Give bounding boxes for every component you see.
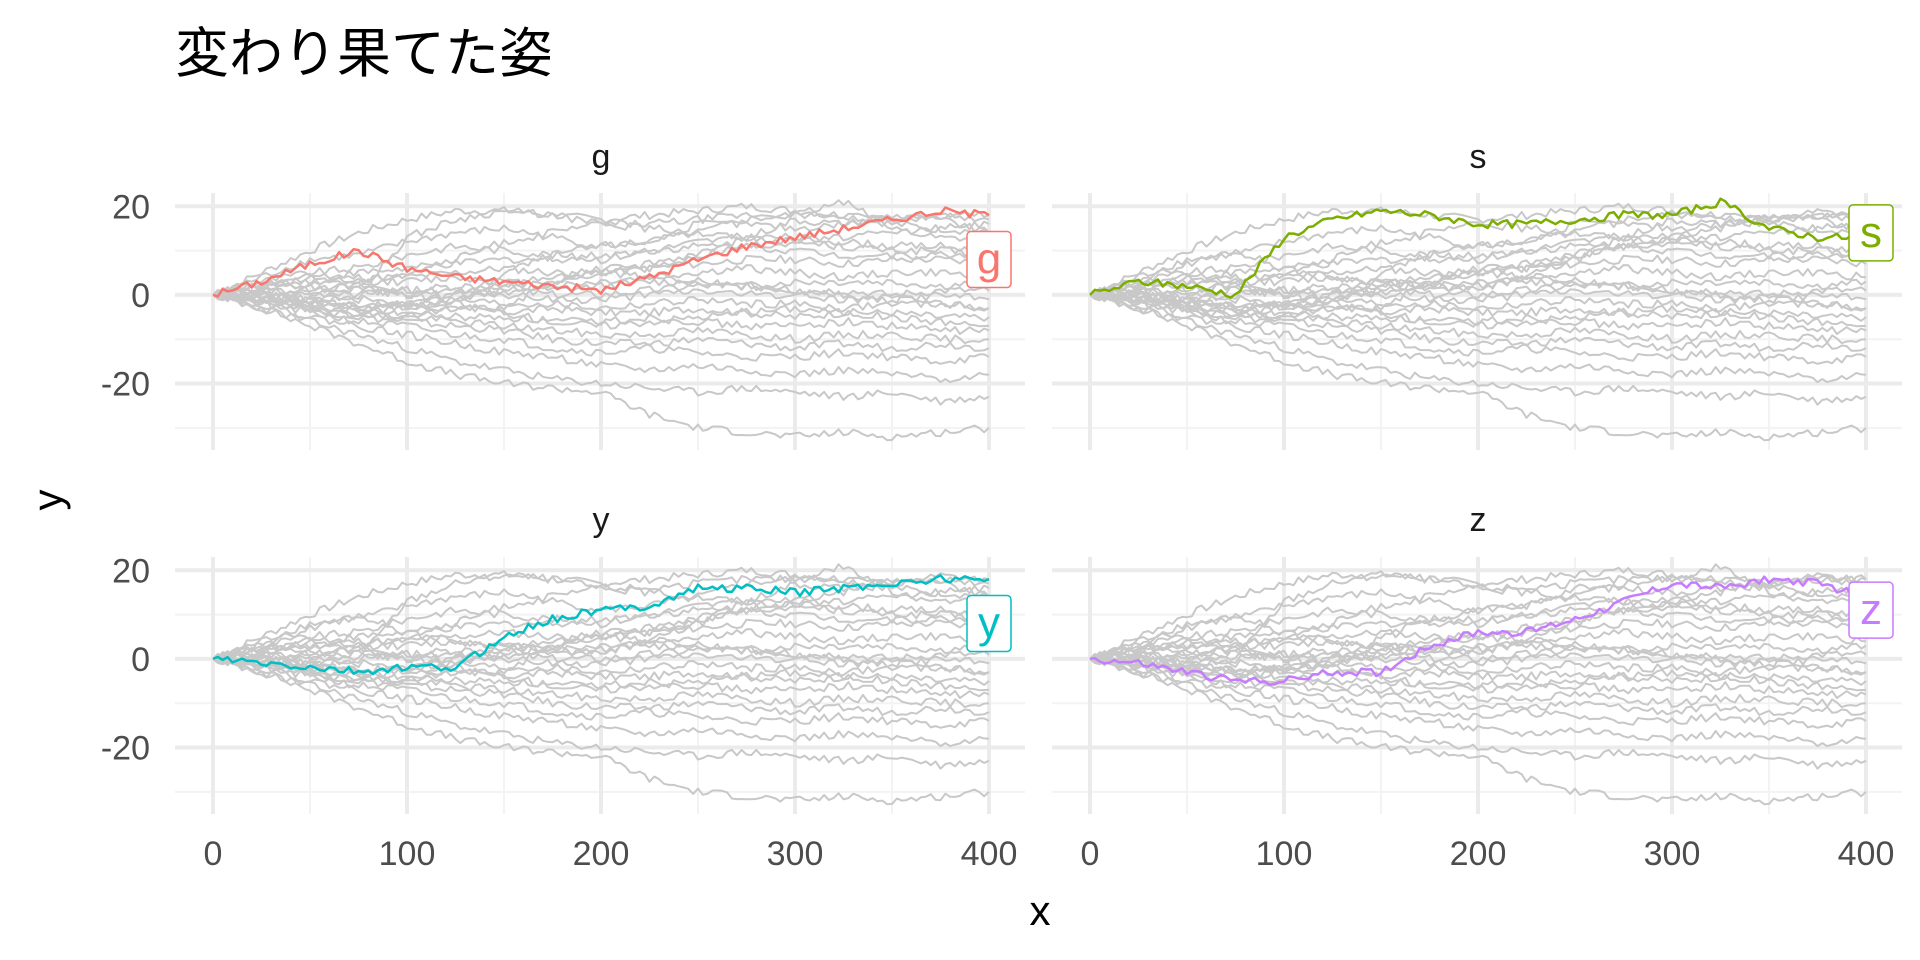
series-line-background xyxy=(1089,290,1867,313)
x-axis-label: x xyxy=(1030,887,1051,934)
panel-s: ss xyxy=(1052,138,1902,450)
series-line-background xyxy=(1089,282,1867,330)
series-line-background xyxy=(1089,291,1867,335)
series-line-background xyxy=(212,566,990,660)
series-line-background xyxy=(1089,202,1867,296)
series-line-background xyxy=(212,655,990,770)
series-line-background xyxy=(1089,292,1867,345)
series-end-label-box xyxy=(1848,204,1894,262)
series-line-z xyxy=(1089,575,1867,687)
series-line-background xyxy=(212,294,990,365)
x-tick-label: 100 xyxy=(379,835,436,873)
series-line-background xyxy=(212,654,990,677)
x-tick-label: 0 xyxy=(1081,835,1100,873)
series-end-label: g xyxy=(977,234,1001,283)
series-end-label-box xyxy=(966,230,1012,289)
series-line-background xyxy=(1089,294,1867,365)
series-line-background xyxy=(212,213,990,321)
series-line-background xyxy=(212,596,990,661)
series-line-background xyxy=(212,202,990,296)
series-line-background xyxy=(1089,574,1867,675)
series-line-background xyxy=(212,584,990,680)
series-line-background xyxy=(212,585,990,661)
series-line-background xyxy=(1089,646,1867,694)
series-line-background xyxy=(1089,291,1867,406)
series-line-background xyxy=(212,658,990,729)
panel-z: z z 0 100 200 300 400 xyxy=(1052,501,1902,873)
series-line-background xyxy=(212,656,990,709)
series-line-background xyxy=(212,294,990,384)
series-line-y xyxy=(212,574,990,676)
x-tick-label: 400 xyxy=(961,835,1018,873)
series-line-background xyxy=(1089,294,1867,384)
series-line-background xyxy=(212,657,990,806)
series-line-background xyxy=(212,655,990,699)
y-axis-label: y xyxy=(24,490,71,511)
series-line-background xyxy=(212,293,990,442)
series-line-background xyxy=(1089,633,1867,677)
series-line-background xyxy=(212,232,990,297)
y-tick-label: -20 xyxy=(101,366,150,404)
series-line-background xyxy=(1089,563,1867,661)
series-line-background xyxy=(1089,655,1867,770)
series-end-label-box xyxy=(966,594,1012,653)
series-line-background xyxy=(212,290,990,313)
series-line-g xyxy=(212,206,990,298)
series-line-background xyxy=(212,282,990,330)
x-tick-label: 100 xyxy=(1256,835,1313,873)
chart-title: 変わり果てた姿 xyxy=(175,24,553,84)
series-line-background xyxy=(1089,658,1867,748)
series-line-background xyxy=(212,220,990,316)
series-line-background xyxy=(1089,232,1867,297)
x-tick-label: 0 xyxy=(204,835,223,873)
y-tick-label: 0 xyxy=(131,277,150,315)
series-line-background xyxy=(1089,221,1867,297)
series-line-background xyxy=(1089,574,1867,660)
y-tick-label: -20 xyxy=(101,730,150,768)
series-line-background xyxy=(1089,657,1867,806)
x-tick-label: 200 xyxy=(573,835,630,873)
series-line-background xyxy=(1089,220,1867,316)
series-line-background xyxy=(212,292,990,345)
series-line-background xyxy=(212,199,990,299)
series-line-background xyxy=(1089,654,1867,677)
series-end-label-box xyxy=(1848,581,1894,639)
series-line-background xyxy=(212,281,990,300)
panel-strip-label: g xyxy=(592,138,611,176)
series-end-label: s xyxy=(1860,208,1882,257)
x-tick-label: 400 xyxy=(1838,835,1895,873)
x-tick-label: 200 xyxy=(1450,835,1507,873)
series-line-background xyxy=(1089,658,1867,729)
panel-strip-label: s xyxy=(1470,138,1487,176)
series-line-background xyxy=(1089,585,1867,661)
x-tick-label: 300 xyxy=(1644,835,1701,873)
x-tick-label: 300 xyxy=(767,835,824,873)
series-line-background xyxy=(212,658,990,748)
series-line-background xyxy=(212,563,990,661)
series-end-label: z xyxy=(1860,585,1882,634)
series-line-background xyxy=(212,633,990,677)
series-line-background xyxy=(1089,596,1867,661)
series-end-label: y xyxy=(978,598,1000,647)
series-line-background xyxy=(212,646,990,694)
panel-g: g g 20 0 -20 xyxy=(101,138,1025,450)
series-line-background xyxy=(212,291,990,335)
y-tick-label: 20 xyxy=(112,552,150,590)
series-line-background xyxy=(1089,656,1867,709)
panel-strip-label: y xyxy=(593,501,610,539)
panel-strip-label: z xyxy=(1470,501,1487,539)
series-line-background xyxy=(212,291,990,406)
series-line-background xyxy=(1089,293,1867,442)
series-line-background xyxy=(212,574,990,660)
y-tick-label: 20 xyxy=(112,188,150,226)
y-tick-label: 0 xyxy=(131,641,150,679)
series-line-s xyxy=(1089,197,1867,299)
series-line-background xyxy=(1089,213,1867,321)
